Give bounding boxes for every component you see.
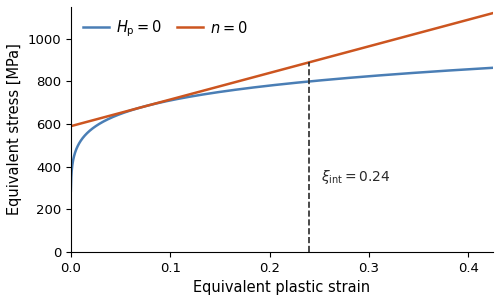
$H_\mathrm{p}= 0$ [490,66,496,69]
Line: $n = 0$: $n = 0$ [71,13,493,126]
$n = 0$ [490,11,496,15]
Y-axis label: Equivalent stress [MPa]: Equivalent stress [MPa] [7,43,22,215]
$H_\mathrm{p}= 0$ [273,83,279,87]
$n = 0$ [400,35,406,39]
$H_\mathrm{p}= 0$ [262,84,268,88]
$H_\mathrm{p}= 0$ [478,67,484,70]
$n = 0$ [273,69,279,73]
$n = 0$ [90,119,96,122]
$H_\mathrm{p}= 0$ [400,72,406,76]
Legend: $H_\mathrm{p}= 0$, $n = 0$: $H_\mathrm{p}= 0$, $n = 0$ [78,14,252,43]
Text: $\xi_\mathrm{int} = 0.24$: $\xi_\mathrm{int} = 0.24$ [321,168,390,186]
Line: $H_\mathrm{p}= 0$: $H_\mathrm{p}= 0$ [71,68,493,191]
$H_\mathrm{p}= 0$ [90,127,96,130]
$n = 0$ [68,124,74,128]
$n = 0$ [478,14,484,18]
$n = 0$ [262,72,268,76]
$H_\mathrm{p}= 0$ [68,189,74,193]
$H_\mathrm{p}= 0$ [478,67,484,70]
X-axis label: Equivalent plastic strain: Equivalent plastic strain [194,280,370,295]
$n = 0$ [478,14,484,18]
